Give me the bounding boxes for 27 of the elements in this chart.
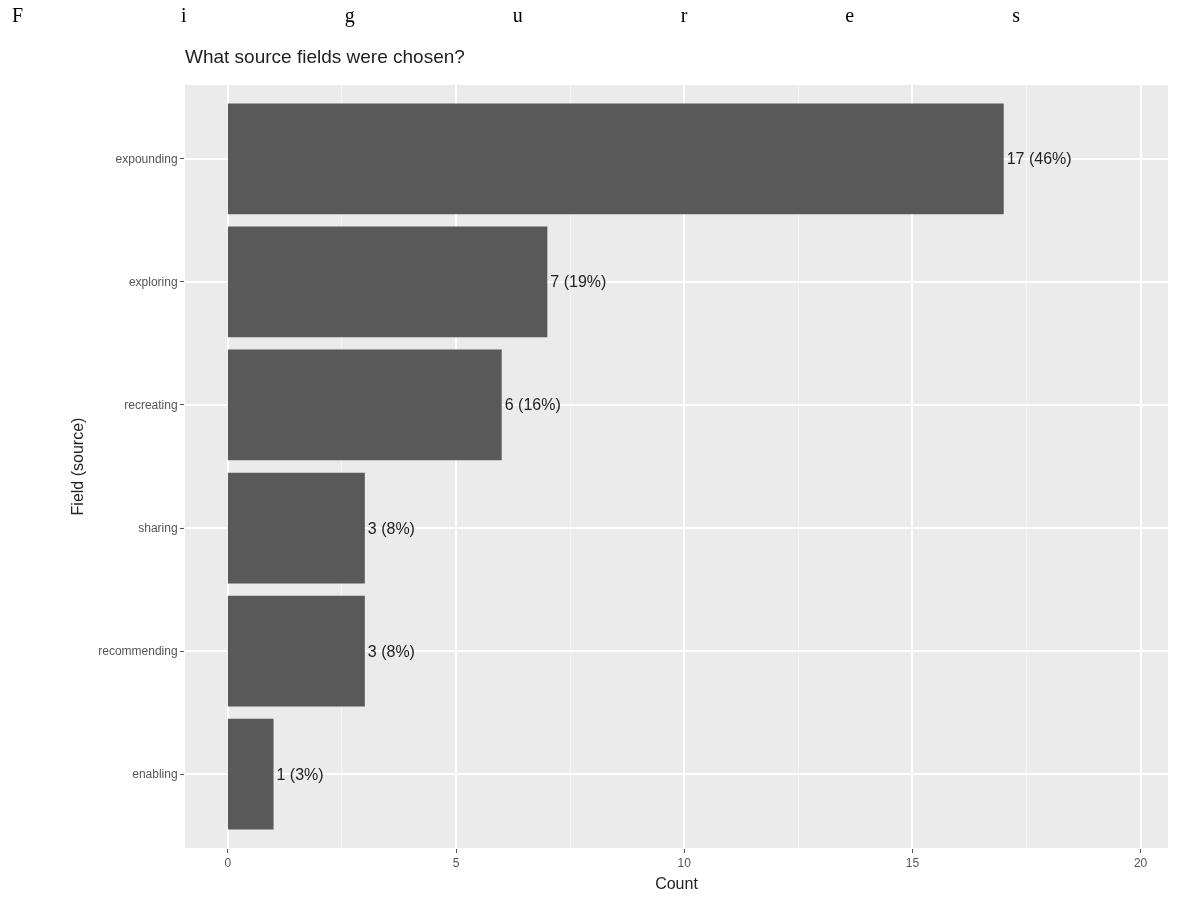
x-tick-label: 20: [1133, 856, 1148, 871]
y-tick-label: recommending: [98, 644, 178, 659]
data-label: 17 (46%): [1006, 150, 1072, 168]
x-tick-label: 5: [452, 856, 460, 871]
data-label: 7 (19%): [550, 273, 607, 291]
bar: [227, 472, 365, 584]
y-tick-label: recreating: [124, 398, 178, 413]
y-tick-label: sharing: [138, 521, 178, 536]
x-tick-label: 10: [677, 856, 692, 871]
y-tick-label: expounding: [115, 152, 178, 167]
x-axis-title: Count: [655, 875, 699, 893]
bar: [227, 103, 1004, 215]
bar: [227, 718, 274, 830]
chart-title: Figures: [11, 3, 1179, 29]
y-tick-label: enabling: [132, 767, 178, 782]
data-label: 3 (8%): [367, 642, 415, 660]
x-tick-label: 0: [224, 856, 232, 871]
bar: [227, 349, 502, 461]
y-axis-title: Field (source): [69, 417, 87, 516]
x-tick-label: 15: [905, 856, 920, 871]
chart-subtitle: What source fields were chosen?: [185, 46, 465, 68]
bar: [227, 595, 365, 707]
bar: [227, 226, 548, 338]
data-label: 6 (16%): [504, 396, 561, 414]
data-label: 1 (3%): [276, 765, 324, 783]
data-label: 3 (8%): [367, 519, 415, 537]
y-tick-label: exploring: [128, 275, 178, 290]
